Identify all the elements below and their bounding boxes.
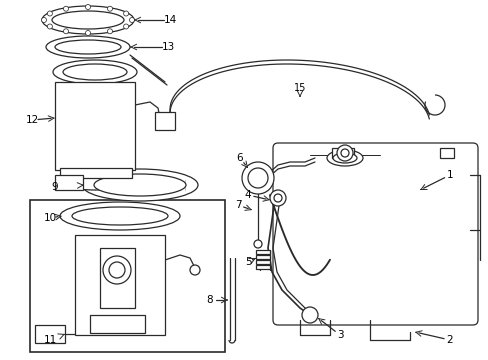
Text: 14: 14 — [163, 15, 176, 25]
Text: 6: 6 — [236, 153, 243, 163]
Text: 5: 5 — [244, 257, 251, 267]
Bar — [439, 148, 453, 158]
Text: 3: 3 — [336, 330, 343, 340]
Ellipse shape — [46, 36, 130, 58]
Bar — [155, 112, 175, 130]
Bar — [75, 235, 164, 335]
Ellipse shape — [72, 207, 168, 225]
Text: 1: 1 — [446, 170, 452, 180]
Circle shape — [103, 256, 131, 284]
Circle shape — [242, 162, 273, 194]
Ellipse shape — [55, 40, 121, 54]
Circle shape — [63, 29, 68, 34]
Circle shape — [107, 6, 112, 11]
Bar — [339, 148, 349, 156]
Text: 4: 4 — [244, 190, 251, 200]
Ellipse shape — [53, 60, 137, 84]
Circle shape — [129, 18, 134, 23]
Bar — [55, 82, 135, 170]
Circle shape — [269, 190, 285, 206]
Ellipse shape — [82, 169, 198, 201]
Ellipse shape — [52, 11, 124, 29]
Bar — [90, 315, 145, 333]
Circle shape — [63, 6, 68, 11]
Circle shape — [253, 240, 262, 248]
Circle shape — [190, 265, 200, 275]
FancyBboxPatch shape — [272, 143, 477, 325]
Ellipse shape — [94, 174, 185, 196]
Circle shape — [123, 11, 128, 16]
Text: 12: 12 — [25, 115, 39, 125]
Circle shape — [302, 307, 317, 323]
Bar — [256, 265, 269, 269]
Bar — [55, 175, 83, 190]
Circle shape — [41, 18, 46, 23]
Bar — [256, 260, 269, 264]
Circle shape — [336, 145, 352, 161]
Bar — [331, 148, 353, 158]
Bar — [60, 168, 132, 178]
Text: 15: 15 — [293, 83, 305, 93]
Circle shape — [247, 168, 267, 188]
Circle shape — [123, 24, 128, 29]
Text: 11: 11 — [43, 335, 57, 345]
Circle shape — [47, 11, 52, 16]
Circle shape — [85, 5, 90, 9]
Bar — [35, 325, 65, 343]
Ellipse shape — [57, 170, 133, 190]
Bar — [30, 200, 224, 352]
Ellipse shape — [42, 6, 134, 34]
Ellipse shape — [332, 153, 356, 163]
Text: 13: 13 — [161, 42, 174, 52]
Circle shape — [47, 24, 52, 29]
Circle shape — [109, 262, 125, 278]
Bar — [100, 248, 135, 308]
Text: 7: 7 — [234, 200, 241, 210]
Text: 9: 9 — [52, 182, 58, 192]
Ellipse shape — [60, 202, 180, 230]
Circle shape — [273, 194, 282, 202]
Ellipse shape — [326, 150, 362, 166]
Ellipse shape — [63, 64, 127, 80]
Circle shape — [340, 149, 348, 157]
Bar — [256, 250, 269, 254]
Text: 2: 2 — [446, 335, 452, 345]
Bar — [256, 255, 269, 259]
Circle shape — [107, 29, 112, 34]
Text: 8: 8 — [206, 295, 213, 305]
Circle shape — [85, 31, 90, 36]
Text: 10: 10 — [43, 213, 57, 223]
